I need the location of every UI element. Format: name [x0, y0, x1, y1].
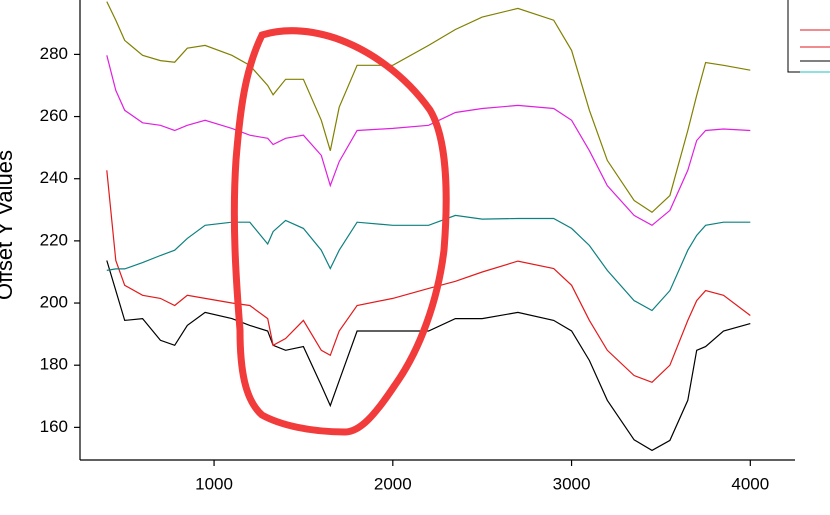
series-line	[106, 55, 751, 227]
y-tick-label: 180	[40, 355, 68, 374]
series-line	[106, 260, 751, 452]
plot-area	[106, 1, 751, 452]
x-tick-label: 3000	[553, 474, 591, 493]
series-line	[106, 1, 751, 214]
y-axis-label: Offset Y Values	[0, 150, 17, 300]
x-tick-label: 4000	[731, 474, 769, 493]
y-tick-label: 200	[40, 293, 68, 312]
y-tick-label: 220	[40, 230, 68, 249]
y-tick-label: 240	[40, 168, 68, 187]
y-tick-label: 160	[40, 417, 68, 436]
x-tick-label: 1000	[195, 474, 233, 493]
y-tick-label: 280	[40, 44, 68, 63]
legend	[787, 0, 830, 73]
annotation-loop	[230, 27, 450, 436]
series-line	[106, 214, 751, 312]
series-line	[106, 170, 751, 383]
x-tick-label: 2000	[374, 474, 412, 493]
y-tick-label: 260	[40, 106, 68, 125]
legend-box	[787, 0, 830, 73]
